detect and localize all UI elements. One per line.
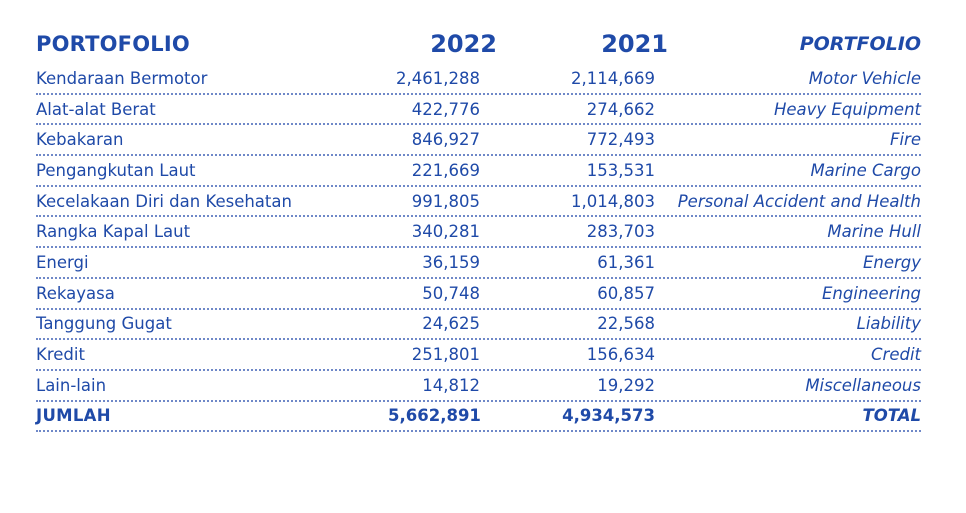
row-label-id: Alat-alat Berat [36, 99, 156, 119]
row-label-en: Fire [889, 130, 921, 150]
row-label-en: Credit [871, 345, 921, 365]
table-row: Rangka Kapal Laut 340,281 283,703 Marine… [36, 217, 921, 249]
row-label-id: Lain-lain [36, 375, 107, 395]
row-label-id: Rekayasa [36, 283, 115, 303]
table-header: PORTOFOLIO 2022 2021 PORTFOLIO [36, 24, 921, 64]
row-value-2021: 2,114,669 [571, 68, 655, 88]
header-year-2022: 2022 [430, 30, 497, 58]
total-value-2021: 4,934,573 [562, 406, 655, 426]
row-value-2022: 50,748 [422, 283, 480, 303]
row-label-id: Tanggung Gugat [36, 314, 172, 334]
row-value-2021: 1,014,803 [571, 191, 655, 211]
row-value-2021: 60,857 [597, 283, 655, 303]
table-row: Kredit 251,801 156,634 Credit [36, 340, 921, 371]
row-label-id: Kebakaran [36, 130, 124, 150]
table-row: Alat-alat Berat 422,776 274,662 Heavy Eq… [36, 95, 921, 126]
row-value-2022: 422,776 [411, 99, 480, 119]
total-label-en: TOTAL [862, 406, 921, 426]
row-value-2021: 274,662 [586, 99, 655, 119]
row-value-2022: 846,927 [411, 130, 480, 150]
portfolio-table: PORTOFOLIO 2022 2021 PORTFOLIO Kendaraan… [36, 24, 921, 433]
row-label-id: Kredit [36, 345, 85, 365]
row-label-en: Engineering [822, 283, 921, 303]
row-label-en: Marine Cargo [810, 160, 921, 180]
table-row: Tanggung Gugat 24,625 22,568 Liability [36, 310, 921, 341]
table-row: Lain-lain 14,812 19,292 Miscellaneous [36, 371, 921, 402]
row-value-2022: 14,812 [422, 375, 480, 395]
row-label-id: Kendaraan Bermotor [36, 68, 208, 88]
row-label-en: Personal Accident and Health [677, 191, 921, 211]
row-label-en: Motor Vehicle [808, 68, 921, 88]
row-value-2021: 22,568 [597, 314, 655, 334]
row-label-id: Kecelakaan Diri dan Kesehatan [36, 191, 292, 211]
table-row: Kebakaran 846,927 772,493 Fire [36, 125, 921, 157]
total-value-2022: 5,662,891 [388, 406, 481, 426]
row-value-2022: 991,805 [411, 191, 480, 211]
table-row: Rekayasa 50,748 60,857 Engineering [36, 279, 921, 310]
header-year-2021: 2021 [601, 30, 668, 58]
row-label-en: Energy [862, 252, 921, 272]
row-value-2022: 221,669 [411, 160, 480, 180]
total-row: JUMLAH 5,662,891 4,934,573 TOTAL [36, 402, 921, 433]
row-label-id: Energi [36, 252, 89, 272]
table-row: Pengangkutan Laut 221,669 153,531 Marine… [36, 156, 921, 187]
total-label-id: JUMLAH [36, 406, 111, 426]
header-label-en: PORTFOLIO [799, 33, 921, 55]
row-value-2021: 61,361 [597, 252, 655, 272]
row-label-id: Pengangkutan Laut [36, 160, 196, 180]
row-label-en: Miscellaneous [805, 375, 921, 395]
table-row: Energi 36,159 61,361 Energy [36, 248, 921, 279]
row-value-2022: 2,461,288 [396, 68, 480, 88]
row-value-2022: 340,281 [411, 222, 480, 242]
row-value-2021: 19,292 [597, 375, 655, 395]
row-label-en: Marine Hull [827, 222, 921, 242]
row-value-2021: 283,703 [586, 222, 655, 242]
row-value-2021: 772,493 [586, 130, 655, 150]
header-label-id: PORTOFOLIO [36, 32, 190, 56]
row-value-2022: 24,625 [422, 314, 480, 334]
table-row: Kecelakaan Diri dan Kesehatan 991,805 1,… [36, 187, 921, 218]
row-label-id: Rangka Kapal Laut [36, 222, 191, 242]
row-value-2021: 153,531 [586, 160, 655, 180]
table-row: Kendaraan Bermotor 2,461,288 2,114,669 M… [36, 64, 921, 95]
row-value-2022: 251,801 [411, 345, 480, 365]
row-label-en: Liability [856, 314, 921, 334]
row-value-2022: 36,159 [422, 252, 480, 272]
row-value-2021: 156,634 [586, 345, 655, 365]
row-label-en: Heavy Equipment [773, 99, 921, 119]
